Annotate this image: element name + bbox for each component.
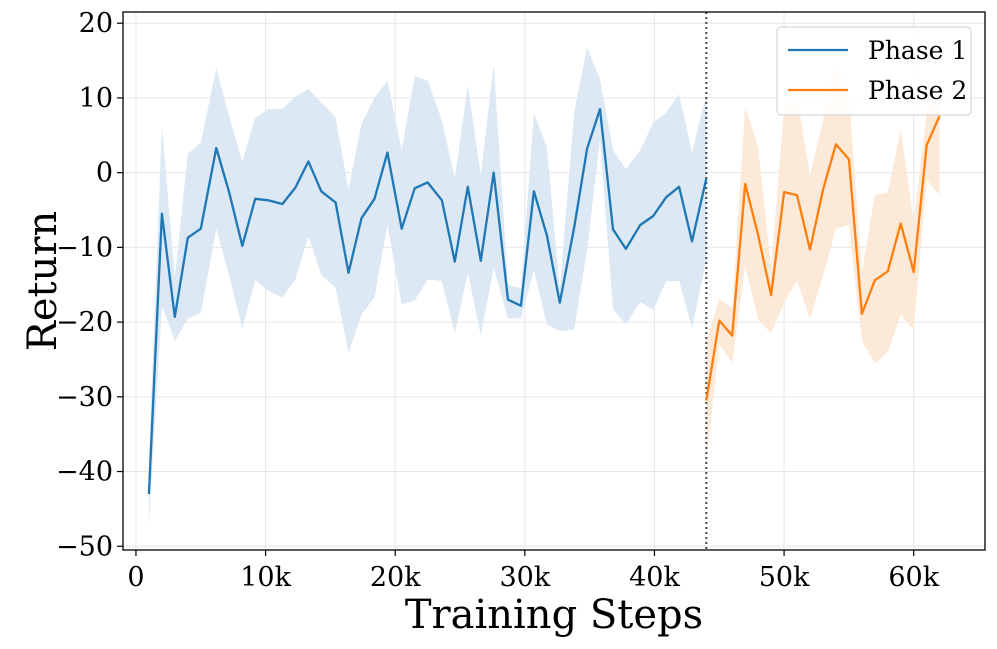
x-tick-label: 0 (127, 562, 144, 593)
y-tick-label: −10 (56, 232, 113, 263)
x-tick-label: 30k (499, 562, 550, 593)
band-phase-2 (706, 60, 940, 461)
y-tick-label: 20 (79, 8, 113, 39)
x-tick-label: 50k (759, 562, 810, 593)
confidence-bands (148, 47, 940, 527)
y-tick-label: −50 (56, 531, 113, 562)
legend: Phase 1 Phase 2 (776, 26, 972, 116)
series-line-phase-1 (147, 107, 708, 495)
x-axis-label: Training Steps (405, 592, 703, 638)
y-tick-label: −20 (56, 307, 113, 338)
legend-label-phase-1: Phase 1 (868, 36, 967, 65)
series-line-phase-2 (705, 115, 941, 401)
x-tick-label: 20k (370, 562, 421, 593)
y-tick-label: 0 (96, 158, 113, 189)
x-tick-label: 60k (888, 562, 939, 593)
y-tick-label: −40 (56, 457, 113, 488)
plot-frame (122, 11, 986, 551)
legend-label-phase-2: Phase 2 (868, 76, 967, 105)
series-lines (147, 107, 941, 495)
y-tick-label: −30 (56, 382, 113, 413)
axis-ticks: 0 10k 20k 30k 40k 50k 60k 20 10 0 −10 −20 −30 −40 −50 (56, 8, 940, 593)
y-tick-label: 10 (79, 83, 113, 114)
band-phase-1 (148, 47, 707, 527)
y-axis-label: Return (20, 211, 66, 352)
x-tick-label: 40k (629, 562, 680, 593)
x-tick-label: 10k (240, 562, 291, 593)
